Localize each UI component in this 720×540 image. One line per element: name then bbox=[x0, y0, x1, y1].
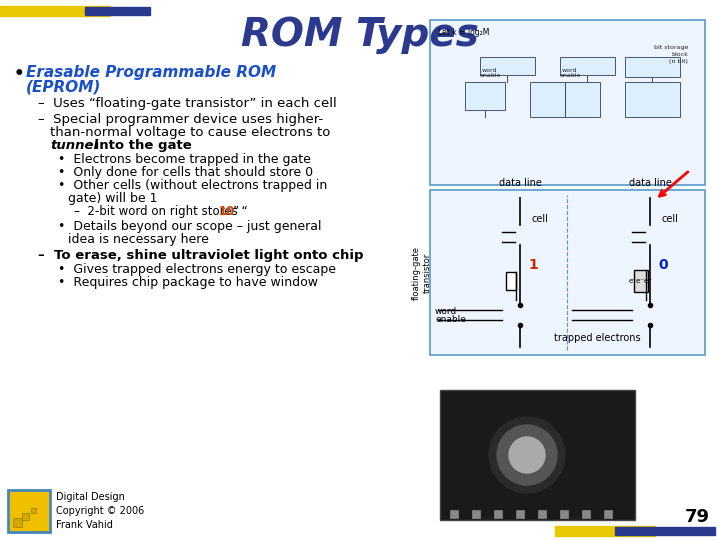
Bar bbox=[516, 510, 524, 518]
Text: (n bit): (n bit) bbox=[669, 59, 688, 64]
Text: enable: enable bbox=[480, 73, 501, 78]
Text: data line: data line bbox=[629, 178, 672, 188]
Bar bbox=[634, 270, 648, 292]
Bar bbox=[555, 526, 655, 536]
Text: Let k = log₂M: Let k = log₂M bbox=[438, 28, 490, 37]
Text: •  Electrons become trapped in the gate: • Electrons become trapped in the gate bbox=[58, 153, 311, 166]
Text: ROM Types: ROM Types bbox=[241, 16, 479, 54]
Text: Erasable Programmable ROM: Erasable Programmable ROM bbox=[26, 65, 276, 80]
Bar bbox=[85, 7, 150, 15]
Text: –  To erase, shine ultraviolet light onto chip: – To erase, shine ultraviolet light onto… bbox=[38, 249, 364, 262]
Circle shape bbox=[497, 425, 557, 485]
Bar bbox=[538, 510, 546, 518]
Bar bbox=[530, 82, 600, 117]
Text: 79: 79 bbox=[685, 508, 710, 526]
Bar bbox=[615, 527, 715, 535]
Bar bbox=[582, 510, 590, 518]
Bar bbox=[440, 390, 635, 520]
Text: Digital Design
Copyright © 2006
Frank Vahid: Digital Design Copyright © 2006 Frank Va… bbox=[56, 492, 144, 530]
Text: 1: 1 bbox=[528, 258, 538, 272]
Text: •  Requires chip package to have window: • Requires chip package to have window bbox=[58, 276, 318, 289]
Bar bbox=[22, 513, 29, 520]
Bar bbox=[472, 510, 480, 518]
Bar bbox=[8, 490, 50, 532]
Bar bbox=[31, 508, 36, 513]
Bar bbox=[625, 57, 680, 77]
Bar bbox=[13, 518, 22, 527]
Text: ”: ” bbox=[233, 205, 239, 218]
Text: –  2-bit word on right stores “: – 2-bit word on right stores “ bbox=[74, 205, 248, 218]
Text: 10: 10 bbox=[219, 205, 235, 218]
Text: •  Only done for cells that should store 0: • Only done for cells that should store … bbox=[58, 166, 313, 179]
Text: enable: enable bbox=[435, 315, 466, 324]
Text: tunnel: tunnel bbox=[50, 139, 98, 152]
Bar bbox=[625, 82, 680, 117]
Bar bbox=[494, 510, 502, 518]
Text: •  Details beyond our scope – just general: • Details beyond our scope – just genera… bbox=[58, 220, 322, 233]
Text: •  Gives trapped electrons energy to escape: • Gives trapped electrons energy to esca… bbox=[58, 263, 336, 276]
Bar bbox=[480, 57, 535, 75]
Text: e⁻e⁻e⁻: e⁻e⁻e⁻ bbox=[629, 278, 653, 284]
Bar bbox=[430, 20, 705, 185]
Text: word: word bbox=[435, 307, 457, 316]
Bar bbox=[604, 510, 612, 518]
Bar bbox=[560, 57, 615, 75]
Text: –  Uses “floating-gate transistor” in each cell: – Uses “floating-gate transistor” in eac… bbox=[38, 97, 337, 110]
Bar bbox=[465, 82, 505, 110]
Text: 0: 0 bbox=[658, 258, 667, 272]
Text: bit storage: bit storage bbox=[654, 45, 688, 50]
Text: word: word bbox=[562, 68, 577, 73]
Text: data line: data line bbox=[498, 178, 541, 188]
Bar bbox=[506, 272, 516, 290]
Text: –  Special programmer device uses higher-: – Special programmer device uses higher- bbox=[38, 113, 323, 126]
Text: block: block bbox=[671, 52, 688, 57]
Text: word: word bbox=[482, 68, 498, 73]
Circle shape bbox=[509, 437, 545, 473]
Circle shape bbox=[489, 417, 565, 493]
Text: enable: enable bbox=[560, 73, 581, 78]
Bar bbox=[0, 6, 110, 16]
Bar bbox=[560, 510, 568, 518]
Text: •: • bbox=[14, 65, 24, 83]
Bar bbox=[430, 190, 705, 355]
Text: trapped electrons: trapped electrons bbox=[554, 333, 640, 343]
Text: •  Other cells (without electrons trapped in: • Other cells (without electrons trapped… bbox=[58, 179, 328, 192]
Text: than-normal voltage to cause electrons to: than-normal voltage to cause electrons t… bbox=[50, 126, 330, 139]
Text: idea is necessary here: idea is necessary here bbox=[68, 233, 209, 246]
Text: into the gate: into the gate bbox=[90, 139, 192, 152]
Text: (EPROM): (EPROM) bbox=[26, 80, 102, 95]
Text: floating-gate
transistor: floating-gate transistor bbox=[412, 246, 432, 300]
Text: cell: cell bbox=[532, 214, 549, 224]
Text: gate) will be 1: gate) will be 1 bbox=[68, 192, 158, 205]
Text: cell: cell bbox=[662, 214, 679, 224]
Bar bbox=[450, 510, 458, 518]
